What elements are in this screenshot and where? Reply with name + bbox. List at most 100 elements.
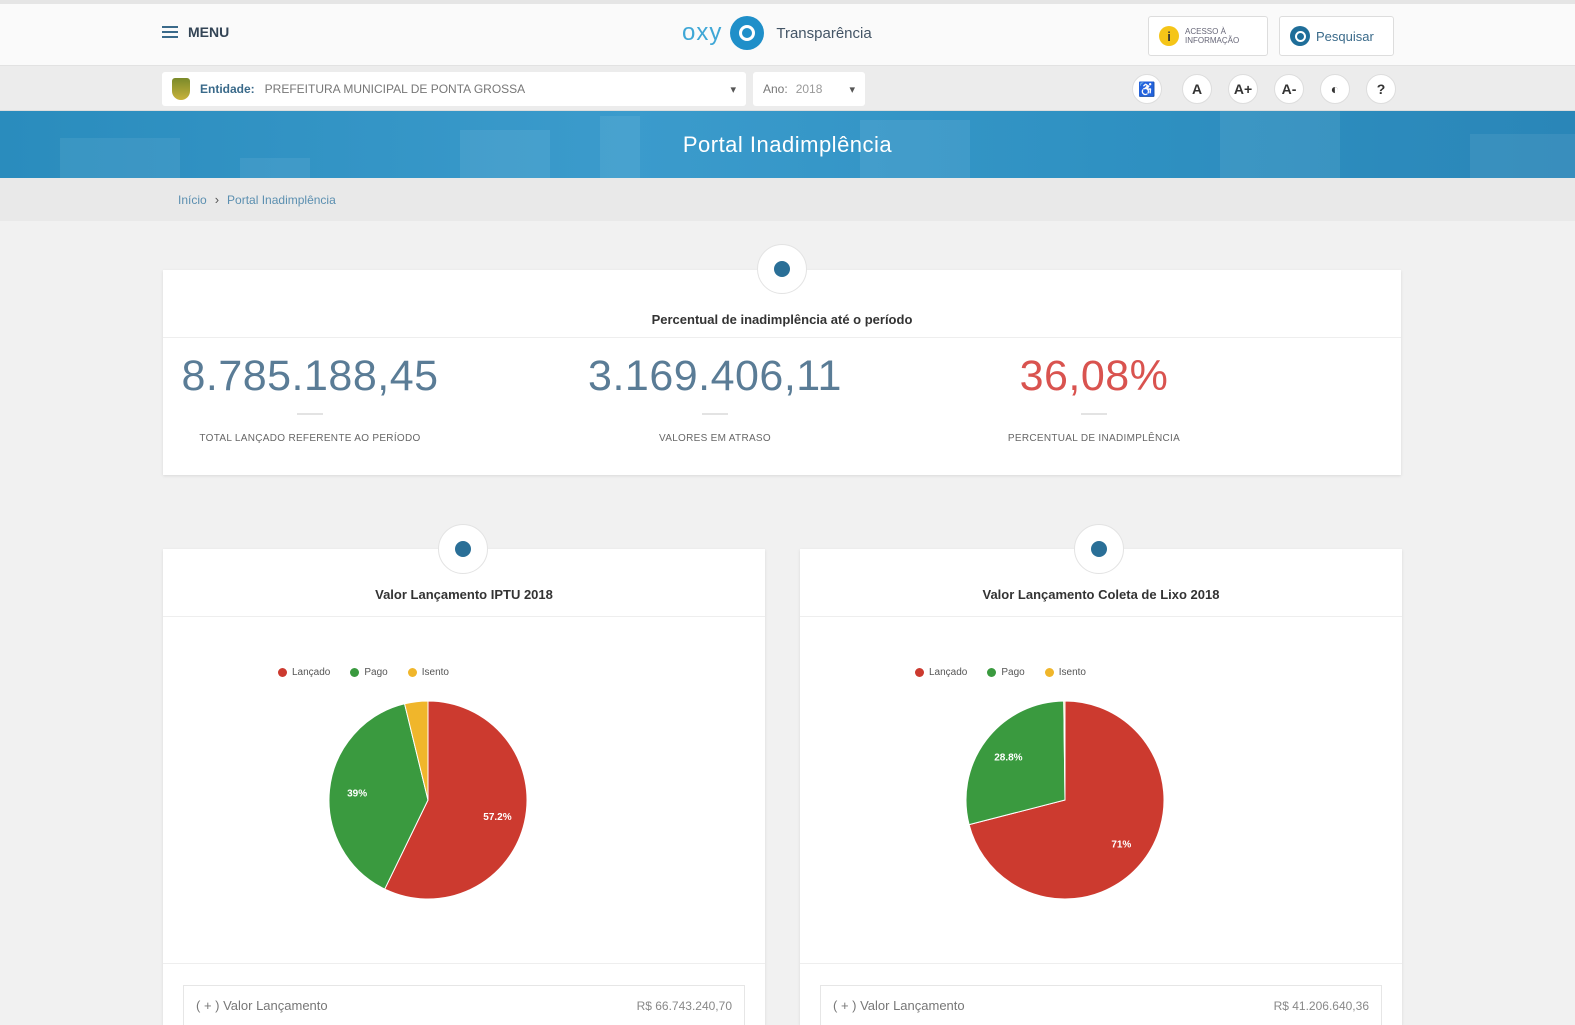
- pie-chart-coleta-lixo: 71% 28.8%: [965, 700, 1165, 900]
- stat-total-lancado: 8.785.188,45 TOTAL LANÇADO REFERENTE AO …: [160, 352, 460, 444]
- help-button[interactable]: ?: [1366, 74, 1396, 104]
- legend-dot: [407, 668, 417, 677]
- page-banner: Portal Inadimplência: [0, 111, 1575, 178]
- chart-badge: [438, 524, 488, 574]
- pie-slice-lancado[interactable]: [968, 700, 1165, 900]
- legend-label: Pago: [364, 667, 388, 678]
- chevron-right-icon: ›: [214, 192, 220, 207]
- card-title: Valor Lançamento IPTU 2018: [163, 549, 765, 617]
- legend-label: Lançado: [292, 667, 331, 678]
- house-icon: [774, 261, 790, 277]
- entity-label: Entidade:: [200, 82, 255, 96]
- page-title: Portal Inadimplência: [682, 131, 893, 157]
- legend-label: Isento: [421, 667, 449, 678]
- pie-chart-icon: [455, 541, 471, 557]
- brand-icon: [730, 16, 765, 50]
- acesso-label: ACESSO À INFORMAÇÃO: [1185, 27, 1240, 45]
- stat-label: VALORES EM ATRASO: [659, 433, 771, 444]
- stat-label: PERCENTUAL DE INADIMPLÊNCIA: [1007, 433, 1181, 444]
- legend-dot: [350, 668, 360, 677]
- font-decrease-button[interactable]: A-: [1274, 74, 1304, 104]
- menu-label: MENU: [188, 24, 230, 40]
- year-label: Ano:: [763, 82, 788, 96]
- menu-button[interactable]: MENU: [162, 24, 229, 40]
- chart-badge: [1074, 524, 1124, 574]
- hamburger-icon: [162, 26, 178, 38]
- foot-label: ( + ) Valor Lançamento: [196, 998, 328, 1013]
- top-bar: MENU oxy Transparência i ACESSO À INFORM…: [0, 0, 1575, 66]
- divider: [1081, 413, 1107, 415]
- legend-item-pago[interactable]: Pago: [350, 667, 388, 678]
- valor-lancamento-row[interactable]: ( + ) Valor Lançamento R$ 66.743.240,70: [183, 985, 745, 1025]
- search-icon: [1290, 26, 1310, 46]
- legend-item-lancado[interactable]: Lançado: [915, 667, 967, 678]
- entity-value: PREFEITURA MUNICIPAL DE PONTA GROSSA: [264, 82, 526, 96]
- search-button[interactable]: Pesquisar: [1279, 16, 1394, 56]
- legend-dot: [915, 668, 924, 677]
- divider: [702, 413, 728, 415]
- divider: [297, 413, 323, 415]
- breadcrumb: Início › Portal Inadimplência: [0, 178, 1575, 221]
- contrast-icon[interactable]: ◐: [1320, 74, 1350, 104]
- legend-dot: [987, 668, 997, 677]
- year-value: 2018: [795, 82, 823, 96]
- info-icon: i: [1159, 26, 1179, 46]
- summary-title: Percentual de inadimplência até o períod…: [163, 270, 1401, 338]
- font-normal-button[interactable]: A: [1182, 74, 1212, 104]
- year-select[interactable]: Ano: 2018 ▾: [753, 72, 865, 106]
- card-title: Valor Lançamento Coleta de Lixo 2018: [800, 549, 1402, 617]
- stat-percentual: 36,08% PERCENTUAL DE INADIMPLÊNCIA: [944, 352, 1244, 444]
- legend-label: Lançado: [929, 667, 968, 678]
- summary-card: Percentual de inadimplência até o períod…: [163, 270, 1401, 475]
- pie-slice-isento[interactable]: [1063, 700, 1066, 801]
- breadcrumb-home[interactable]: Início: [178, 192, 207, 207]
- search-label: Pesquisar: [1316, 28, 1374, 44]
- pie-data-label: 57.2%: [483, 812, 511, 823]
- legend-item-isento[interactable]: Isento: [1044, 667, 1086, 678]
- breadcrumb-current[interactable]: Portal Inadimplência: [227, 192, 336, 207]
- legend-dot: [1044, 668, 1054, 677]
- legend-label: Pago: [1001, 667, 1025, 678]
- chart-legend: Lançado Pago Isento: [278, 667, 449, 678]
- foot-value: R$ 66.743.240,70: [636, 998, 732, 1013]
- divider: [163, 963, 765, 964]
- pie-slice-lancado[interactable]: [384, 700, 528, 900]
- legend-dot: [278, 668, 287, 677]
- legend-item-pago[interactable]: Pago: [987, 667, 1025, 678]
- divider: [800, 963, 1402, 964]
- foot-label: ( + ) Valor Lançamento: [833, 998, 965, 1013]
- chart-legend: Lançado Pago Isento: [915, 667, 1086, 678]
- entity-select[interactable]: Entidade: PREFEITURA MUNICIPAL DE PONTA …: [162, 72, 746, 106]
- legend-label: Isento: [1058, 667, 1086, 678]
- stat-value: 36,08%: [1019, 352, 1169, 400]
- font-increase-button[interactable]: A+: [1228, 74, 1258, 104]
- accessibility-icon[interactable]: ♿: [1132, 74, 1162, 104]
- pie-slice-pago[interactable]: [965, 700, 1066, 826]
- legend-item-lancado[interactable]: Lançado: [278, 667, 330, 678]
- entity-bar: Entidade: PREFEITURA MUNICIPAL DE PONTA …: [0, 66, 1575, 111]
- chart-card-iptu: Valor Lançamento IPTU 2018 Lançado Pago …: [163, 549, 765, 1025]
- pie-data-label: 39%: [347, 788, 367, 799]
- chevron-down-icon: ▾: [849, 83, 855, 96]
- brand-logo[interactable]: oxy Transparência: [682, 16, 872, 50]
- legend-item-isento[interactable]: Isento: [407, 667, 449, 678]
- acesso-informacao-button[interactable]: i ACESSO À INFORMAÇÃO: [1148, 16, 1268, 56]
- chevron-down-icon: ▾: [730, 83, 736, 96]
- stat-label: TOTAL LANÇADO REFERENTE AO PERÍODO: [199, 433, 421, 444]
- stat-valores-atraso: 3.169.406,11 VALORES EM ATRASO: [565, 352, 865, 444]
- city-crest-icon: [172, 78, 190, 100]
- brand-name: Transparência: [776, 24, 872, 42]
- pie-data-label: 28.8%: [994, 753, 1022, 764]
- stat-value: 8.785.188,45: [181, 352, 439, 400]
- valor-lancamento-row[interactable]: ( + ) Valor Lançamento R$ 41.206.640,36: [820, 985, 1382, 1025]
- pie-chart-iptu: 57.2% 39%: [328, 700, 528, 900]
- pie-chart-icon: [1091, 541, 1107, 557]
- pie-slice-isento[interactable]: [403, 700, 429, 801]
- chart-card-coleta-lixo: Valor Lançamento Coleta de Lixo 2018 Lan…: [800, 549, 1402, 1025]
- brand-oxy-text: oxy: [682, 19, 723, 46]
- stat-value: 3.169.406,11: [588, 352, 842, 400]
- foot-value: R$ 41.206.640,36: [1273, 998, 1369, 1013]
- pie-data-label: 71%: [1111, 840, 1131, 851]
- pie-slice-pago[interactable]: [328, 703, 429, 890]
- summary-badge: [757, 244, 807, 294]
